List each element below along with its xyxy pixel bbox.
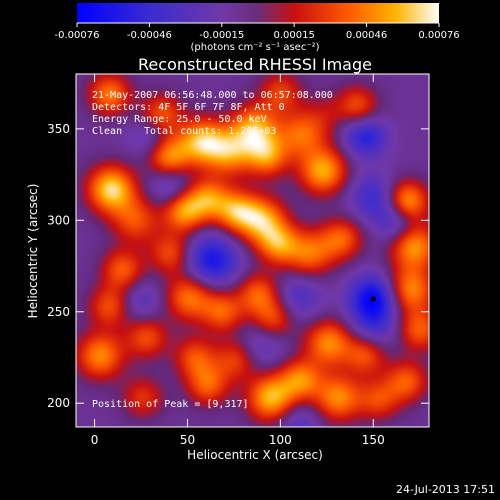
y-tick-label: 300: [47, 213, 70, 227]
annotation-time-range: 21-May-2007 06:56:48.000 to 06:57:08.000: [92, 90, 333, 101]
x-tick-label: 150: [362, 433, 385, 447]
colorbar-tick-label: 0.00046: [346, 30, 387, 41]
colorbar-tick-label: -0.00015: [199, 30, 244, 41]
footer-timestamp: 24-Jul-2013 17:51: [396, 483, 495, 496]
colorbar-ticks: -0.00076 -0.00046 -0.00015 0.00015 0.00046 0.…: [55, 23, 460, 41]
colorbar-tick-label: -0.00076: [55, 30, 100, 41]
annotation-peak-position: Position of Peak = [9,317]: [92, 399, 249, 410]
plot-frame: [75, 73, 430, 428]
annotation-energy-range: Energy Range: 25.0 - 50.0 keV: [92, 114, 267, 125]
y-tick-label: 250: [47, 305, 70, 319]
colorbar-tick-label: 0.00076: [418, 30, 459, 41]
y-tick-label: 350: [47, 122, 70, 136]
annotation-detectors: Detectors: 4F 5F 6F 7F 8F, Att 0: [92, 102, 285, 113]
x-tick-label: 100: [269, 433, 292, 447]
y-tick-label: 200: [47, 396, 70, 410]
y-axis-label: Heliocentric Y (arcsec): [26, 184, 40, 319]
colorbar-tick-label: 0.00015: [274, 30, 315, 41]
colorbar: [77, 3, 439, 23]
x-tick-label: 0: [91, 433, 99, 447]
annotation-total-counts: Total counts: 1.20E+03: [144, 126, 276, 137]
heatmap-image: [76, 74, 429, 427]
colorbar-tick-label: -0.00046: [127, 30, 172, 41]
peak-marker: [370, 296, 376, 302]
x-tick-label: 50: [180, 433, 195, 447]
annotation-clean: Clean: [92, 126, 122, 137]
axes: 0 50 100 150 200 250 300 350: [47, 74, 429, 447]
heatmap-raster: [76, 74, 429, 427]
colorbar-unit-label: (photons cm⁻² s⁻¹ asec⁻²): [190, 42, 319, 53]
chart-title: Reconstructed RHESSI Image: [138, 55, 372, 74]
x-axis-label: Heliocentric X (arcsec): [187, 448, 323, 462]
